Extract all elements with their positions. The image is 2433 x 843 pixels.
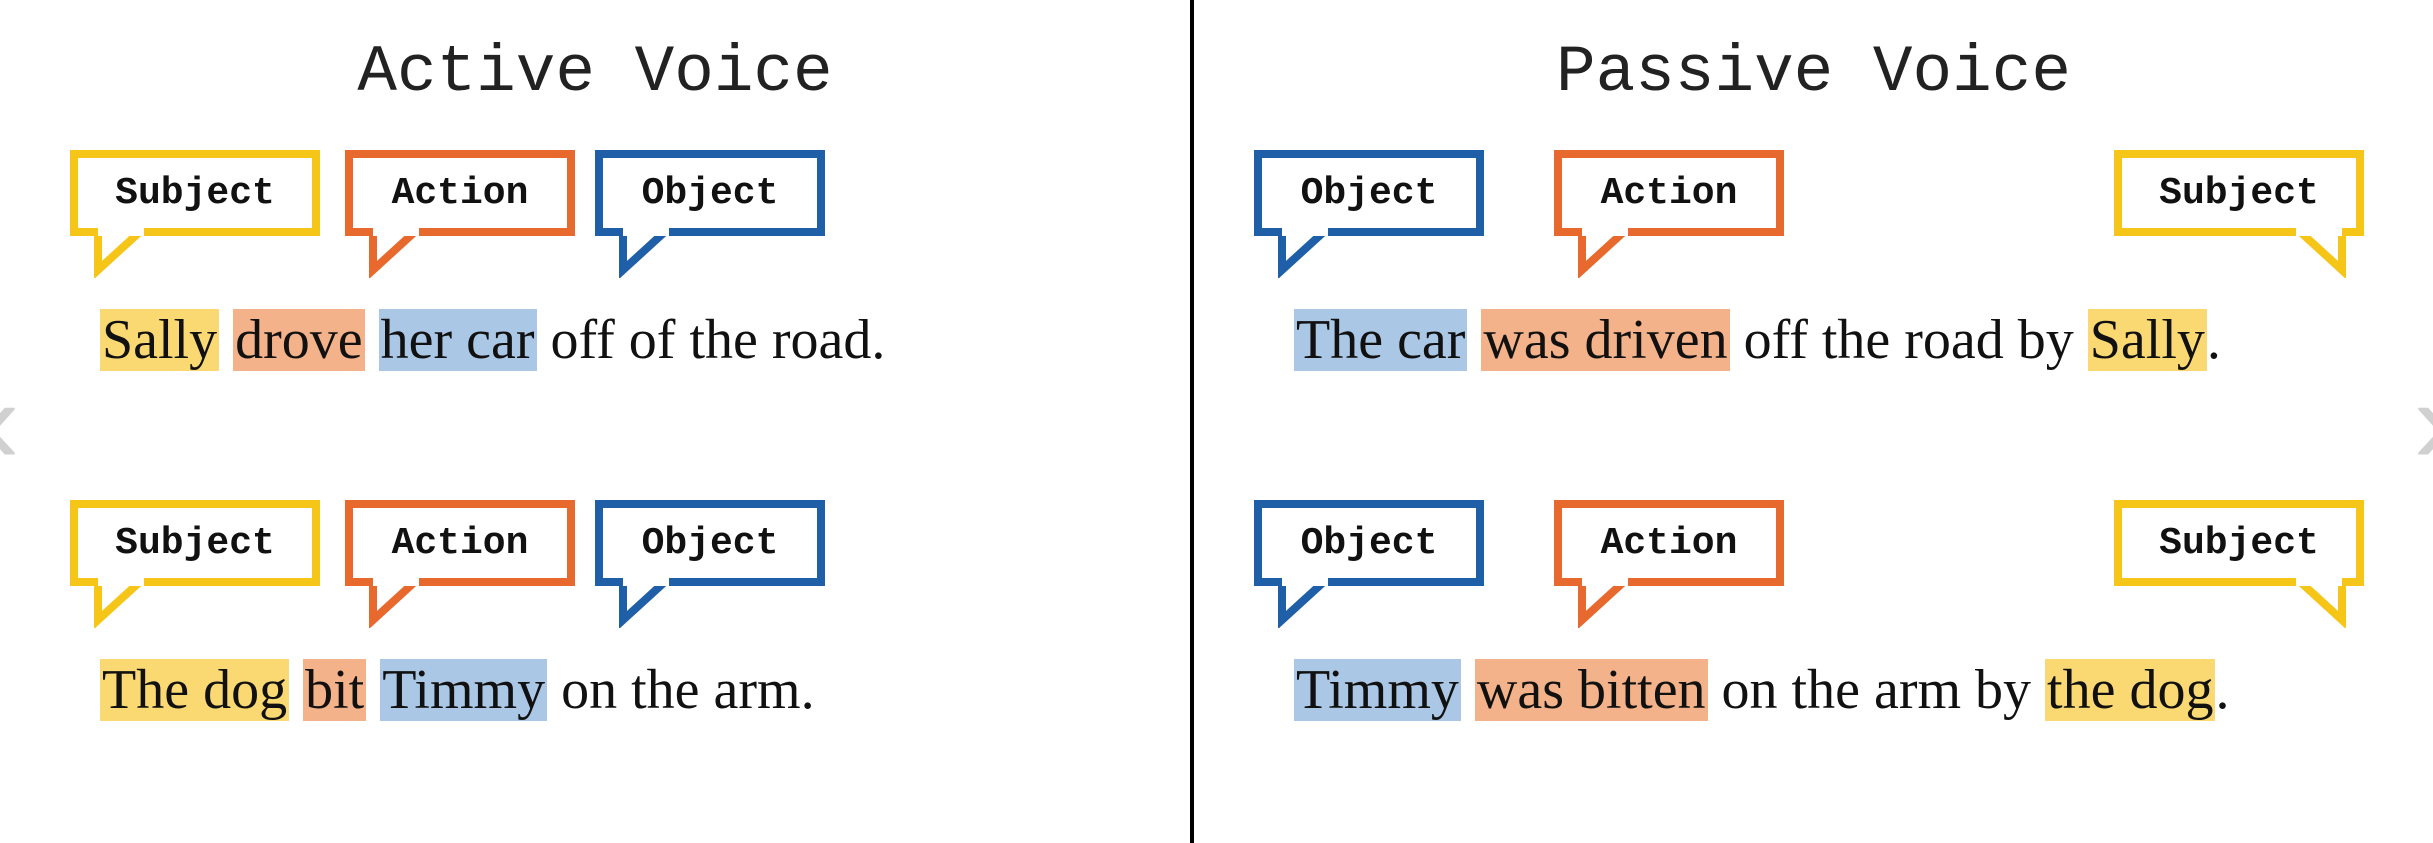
passive-voice-title: Passive Voice bbox=[1194, 35, 2433, 110]
subject-bubble: Subject bbox=[2114, 150, 2364, 278]
bubble-row: Object Action Subject bbox=[1194, 150, 2433, 278]
bubble-tail-icon bbox=[2288, 228, 2350, 278]
object-bubble-label: Object bbox=[595, 150, 825, 236]
bubble-tail-icon bbox=[615, 578, 677, 628]
bubble-tail-icon bbox=[1574, 228, 1636, 278]
bubble-tail-icon bbox=[1274, 578, 1336, 628]
sentence-text: . bbox=[2215, 659, 2229, 721]
object-highlight: The car bbox=[1294, 309, 1467, 371]
bubble-tail-icon bbox=[90, 228, 152, 278]
bubble-tail-icon bbox=[365, 228, 427, 278]
object-highlight: Timmy bbox=[1294, 659, 1461, 721]
action-bubble-label: Action bbox=[345, 150, 575, 236]
subject-bubble: Subject bbox=[70, 500, 320, 628]
passive-example-1: ObjectActionSubject The car was driven o… bbox=[1194, 150, 2433, 278]
subject-bubble: Subject bbox=[2114, 500, 2364, 628]
example-sentence: The car was driven off the road by Sally… bbox=[1294, 310, 2221, 372]
subject-bubble-label: Subject bbox=[2114, 500, 2364, 586]
passive-voice-column: Passive Voice Object Action Subject The ca… bbox=[1194, 0, 2433, 843]
bubble-row: Subject ActionObject bbox=[0, 150, 1190, 278]
subject-highlight: Sally bbox=[2088, 309, 2207, 371]
sentence-text bbox=[1461, 659, 1475, 721]
active-voice-column: Active Voice SubjectActionObject Sally d… bbox=[0, 0, 1190, 843]
action-bubble-label: Action bbox=[1554, 150, 1784, 236]
sentence-text: . bbox=[2207, 309, 2221, 371]
bubble-tail-icon bbox=[90, 578, 152, 628]
subject-bubble-label: Subject bbox=[70, 500, 320, 586]
object-bubble: Object bbox=[1254, 500, 1484, 628]
sentence-text: on the arm by bbox=[1708, 659, 2045, 721]
active-example-2: SubjectActionObject The dog bit Timmy on… bbox=[0, 500, 1190, 628]
bubble-tail-icon bbox=[2288, 578, 2350, 628]
example-sentence: Sally drove her car off of the road. bbox=[100, 310, 885, 372]
action-bubble-label: Action bbox=[1554, 500, 1784, 586]
subject-bubble-label: Subject bbox=[2114, 150, 2364, 236]
active-example-1: SubjectActionObject Sally drove her car … bbox=[0, 150, 1190, 278]
sentence-text bbox=[289, 659, 303, 721]
action-highlight: was driven bbox=[1481, 309, 1729, 371]
object-bubble-label: Object bbox=[595, 500, 825, 586]
action-bubble: Action bbox=[1554, 150, 1784, 278]
bubble-tail-icon bbox=[615, 228, 677, 278]
subject-bubble-label: Subject bbox=[70, 150, 320, 236]
bubble-row: Object Action Subject bbox=[1194, 500, 2433, 628]
sentence-text: off of the road. bbox=[537, 309, 886, 371]
sentence-text bbox=[366, 659, 380, 721]
object-bubble-label: Object bbox=[1254, 150, 1484, 236]
action-highlight: was bitten bbox=[1475, 659, 1708, 721]
active-voice-title: Active Voice bbox=[0, 35, 1190, 110]
subject-highlight: Sally bbox=[100, 309, 219, 371]
action-highlight: drove bbox=[233, 309, 365, 371]
example-sentence: Timmy was bitten on the arm by the dog. bbox=[1294, 660, 2229, 722]
sentence-text: on the arm. bbox=[547, 659, 814, 721]
object-bubble-label: Object bbox=[1254, 500, 1484, 586]
passive-example-2: ObjectActionSubject Timmy was bitten on … bbox=[1194, 500, 2433, 628]
subject-highlight: the dog bbox=[2045, 659, 2215, 721]
bubble-tail-icon bbox=[1574, 578, 1636, 628]
object-highlight: Timmy bbox=[380, 659, 547, 721]
sentence-text bbox=[365, 309, 379, 371]
bubble-tail-icon bbox=[365, 578, 427, 628]
object-bubble: Object bbox=[595, 500, 825, 628]
action-bubble-label: Action bbox=[345, 500, 575, 586]
object-bubble: Object bbox=[1254, 150, 1484, 278]
sentence-text bbox=[219, 309, 233, 371]
bubble-row: Subject ActionObject bbox=[0, 500, 1190, 628]
action-bubble: Action bbox=[345, 500, 575, 628]
sentence-text: off the road by bbox=[1730, 309, 2088, 371]
action-highlight: bit bbox=[303, 659, 366, 721]
subject-highlight: The dog bbox=[100, 659, 289, 721]
object-highlight: her car bbox=[379, 309, 537, 371]
bubble-tail-icon bbox=[1274, 228, 1336, 278]
subject-bubble: Subject bbox=[70, 150, 320, 278]
diagram-stage: ‹ › Active Voice SubjectActionObject Sal… bbox=[0, 0, 2433, 843]
sentence-text bbox=[1467, 309, 1481, 371]
action-bubble: Action bbox=[1554, 500, 1784, 628]
example-sentence: The dog bit Timmy on the arm. bbox=[100, 660, 815, 722]
object-bubble: Object bbox=[595, 150, 825, 278]
action-bubble: Action bbox=[345, 150, 575, 278]
